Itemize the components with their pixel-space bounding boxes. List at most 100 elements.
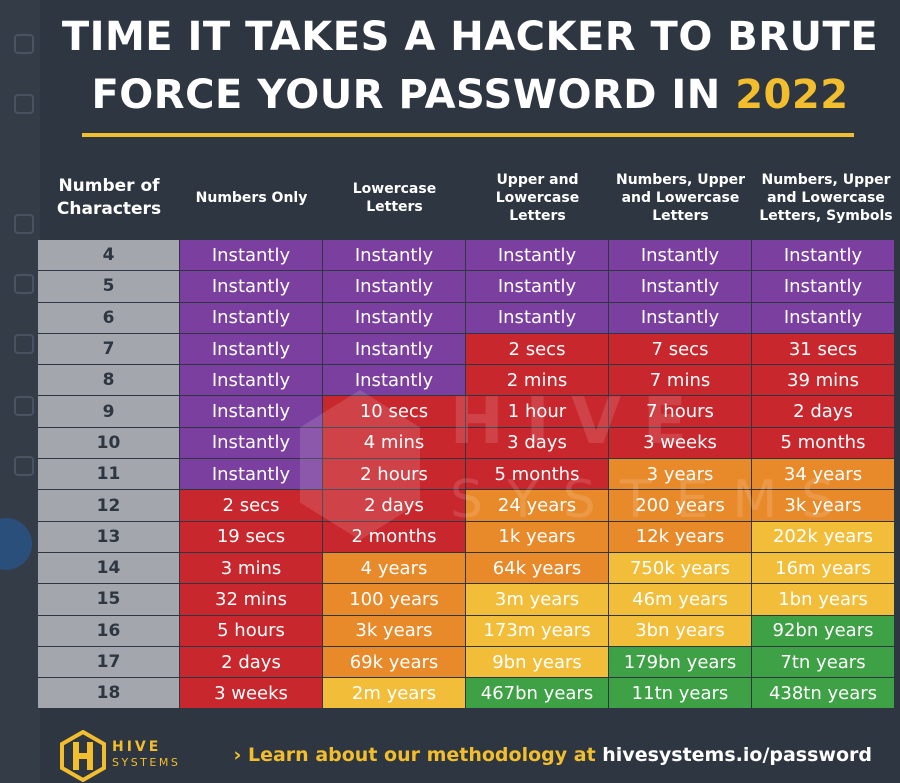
title-line-2-text: FORCE YOUR PASSWORD IN (91, 72, 736, 118)
cell-lowercase: 4 years (323, 552, 466, 585)
cell-upper-lower: Instantly (466, 302, 609, 334)
mail-icon[interactable] (14, 214, 34, 234)
row-character-count: 10 (38, 427, 180, 460)
row-character-count: 7 (38, 333, 180, 366)
home-icon[interactable] (14, 34, 34, 54)
cell-numbers-upper-lower: 200 years (609, 490, 752, 522)
cell-all-symbols: 2 days (752, 396, 895, 428)
row-character-count: 5 (38, 271, 180, 303)
cell-numbers-only: Instantly (180, 365, 323, 397)
cell-lowercase: 2 days (323, 490, 466, 522)
cell-lowercase: 100 years (323, 584, 466, 616)
row-character-count: 8 (38, 365, 180, 397)
row-character-count: 12 (38, 490, 180, 522)
row-character-count: 6 (38, 302, 180, 334)
cell-lowercase: 2m years (323, 678, 466, 710)
cell-lowercase: Instantly (323, 240, 466, 272)
cell-all-symbols: 202k years (752, 521, 895, 553)
hashtag-icon[interactable] (14, 94, 34, 114)
row-character-count: 16 (38, 615, 180, 647)
cell-lowercase: 2 hours (323, 459, 466, 491)
cell-numbers-only: Instantly (180, 333, 323, 366)
cell-numbers-upper-lower: Instantly (609, 302, 752, 334)
cell-all-symbols: 438tn years (752, 678, 895, 710)
cell-numbers-only: Instantly (180, 459, 323, 491)
row-character-count: 9 (38, 396, 180, 428)
cell-upper-lower: 2 secs (466, 333, 609, 366)
cell-all-symbols: 16m years (752, 552, 895, 585)
title-divider (82, 133, 854, 137)
cell-numbers-only: 3 weeks (180, 678, 323, 710)
row-character-count: 4 (38, 240, 180, 272)
cell-numbers-upper-lower: 12k years (609, 521, 752, 553)
cell-numbers-upper-lower: 3bn years (609, 615, 752, 647)
methodology-url[interactable]: hivesystems.io/password (602, 744, 872, 766)
row-character-count: 18 (38, 678, 180, 710)
cell-all-symbols: 34 years (752, 459, 895, 491)
cell-lowercase: Instantly (323, 302, 466, 334)
cell-numbers-upper-lower: 3 weeks (609, 427, 752, 460)
cell-all-symbols: Instantly (752, 240, 895, 272)
compose-button[interactable] (0, 518, 32, 570)
profile-icon[interactable] (14, 396, 34, 416)
list-icon[interactable] (14, 334, 34, 354)
cell-numbers-only: Instantly (180, 240, 323, 272)
title-line-2: FORCE YOUR PASSWORD IN 2022 (40, 66, 900, 124)
cell-upper-lower: Instantly (466, 240, 609, 272)
logo-line-1: HIVE (112, 739, 162, 755)
cell-numbers-only: 32 mins (180, 584, 323, 616)
logo-line-2: SYSTEMS (112, 756, 181, 769)
cell-upper-lower: 9bn years (466, 646, 609, 679)
cell-numbers-upper-lower: 7 secs (609, 333, 752, 366)
cell-upper-lower: 2 mins (466, 365, 609, 397)
cell-all-symbols: 92bn years (752, 615, 895, 647)
cell-numbers-upper-lower: Instantly (609, 271, 752, 303)
methodology-link[interactable]: › Learn about our methodology at hivesys… (234, 744, 872, 766)
cell-lowercase: 10 secs (323, 396, 466, 428)
column-header-numbers-only: Numbers Only (195, 190, 308, 206)
row-character-count: 11 (38, 459, 180, 491)
cell-upper-lower: 5 months (466, 459, 609, 491)
column-header-all-symbols: Numbers, Upper and Lowercase Letters, Sy… (759, 172, 893, 224)
methodology-link-text: › Learn about our methodology at (233, 744, 603, 766)
more-icon[interactable] (14, 456, 34, 476)
cell-numbers-only: Instantly (180, 271, 323, 303)
cell-lowercase: Instantly (323, 333, 466, 366)
cell-numbers-only: 3 mins (180, 552, 323, 585)
cell-lowercase: Instantly (323, 271, 466, 303)
column-header-upper-lower: Upper and Lowercase Letters (495, 172, 580, 224)
cell-numbers-only: 5 hours (180, 615, 323, 647)
cell-numbers-upper-lower: Instantly (609, 240, 752, 272)
cell-numbers-only: Instantly (180, 427, 323, 460)
cell-numbers-upper-lower: 46m years (609, 584, 752, 616)
bookmark-icon[interactable] (14, 274, 34, 294)
cell-upper-lower: 1 hour (466, 396, 609, 428)
row-character-count: 13 (38, 521, 180, 553)
cell-lowercase: Instantly (323, 365, 466, 397)
cell-numbers-only: 2 days (180, 646, 323, 679)
cell-numbers-upper-lower: 7 mins (609, 365, 752, 397)
cell-upper-lower: 3 days (466, 427, 609, 460)
cell-upper-lower: 173m years (466, 615, 609, 647)
cell-numbers-only: 19 secs (180, 521, 323, 553)
cell-numbers-only: Instantly (180, 302, 323, 334)
column-header-characters: Number of Characters (56, 176, 162, 219)
hive-logo-icon (60, 730, 106, 782)
cell-lowercase: 2 months (323, 521, 466, 553)
title-year: 2022 (735, 72, 849, 118)
cell-numbers-upper-lower: 179bn years (609, 646, 752, 679)
cell-upper-lower: 64k years (466, 552, 609, 585)
cell-numbers-only: Instantly (180, 396, 323, 428)
row-character-count: 15 (38, 584, 180, 616)
cell-upper-lower: Instantly (466, 271, 609, 303)
cell-numbers-upper-lower: 3 years (609, 459, 752, 491)
row-character-count: 17 (38, 646, 180, 679)
cell-upper-lower: 24 years (466, 490, 609, 522)
cell-all-symbols: Instantly (752, 271, 895, 303)
cell-upper-lower: 1k years (466, 521, 609, 553)
cell-numbers-upper-lower: 11tn years (609, 678, 752, 710)
cell-upper-lower: 467bn years (466, 678, 609, 710)
app-sidebar-strip (0, 0, 40, 783)
cell-all-symbols: 7tn years (752, 646, 895, 679)
cell-numbers-only: 2 secs (180, 490, 323, 522)
